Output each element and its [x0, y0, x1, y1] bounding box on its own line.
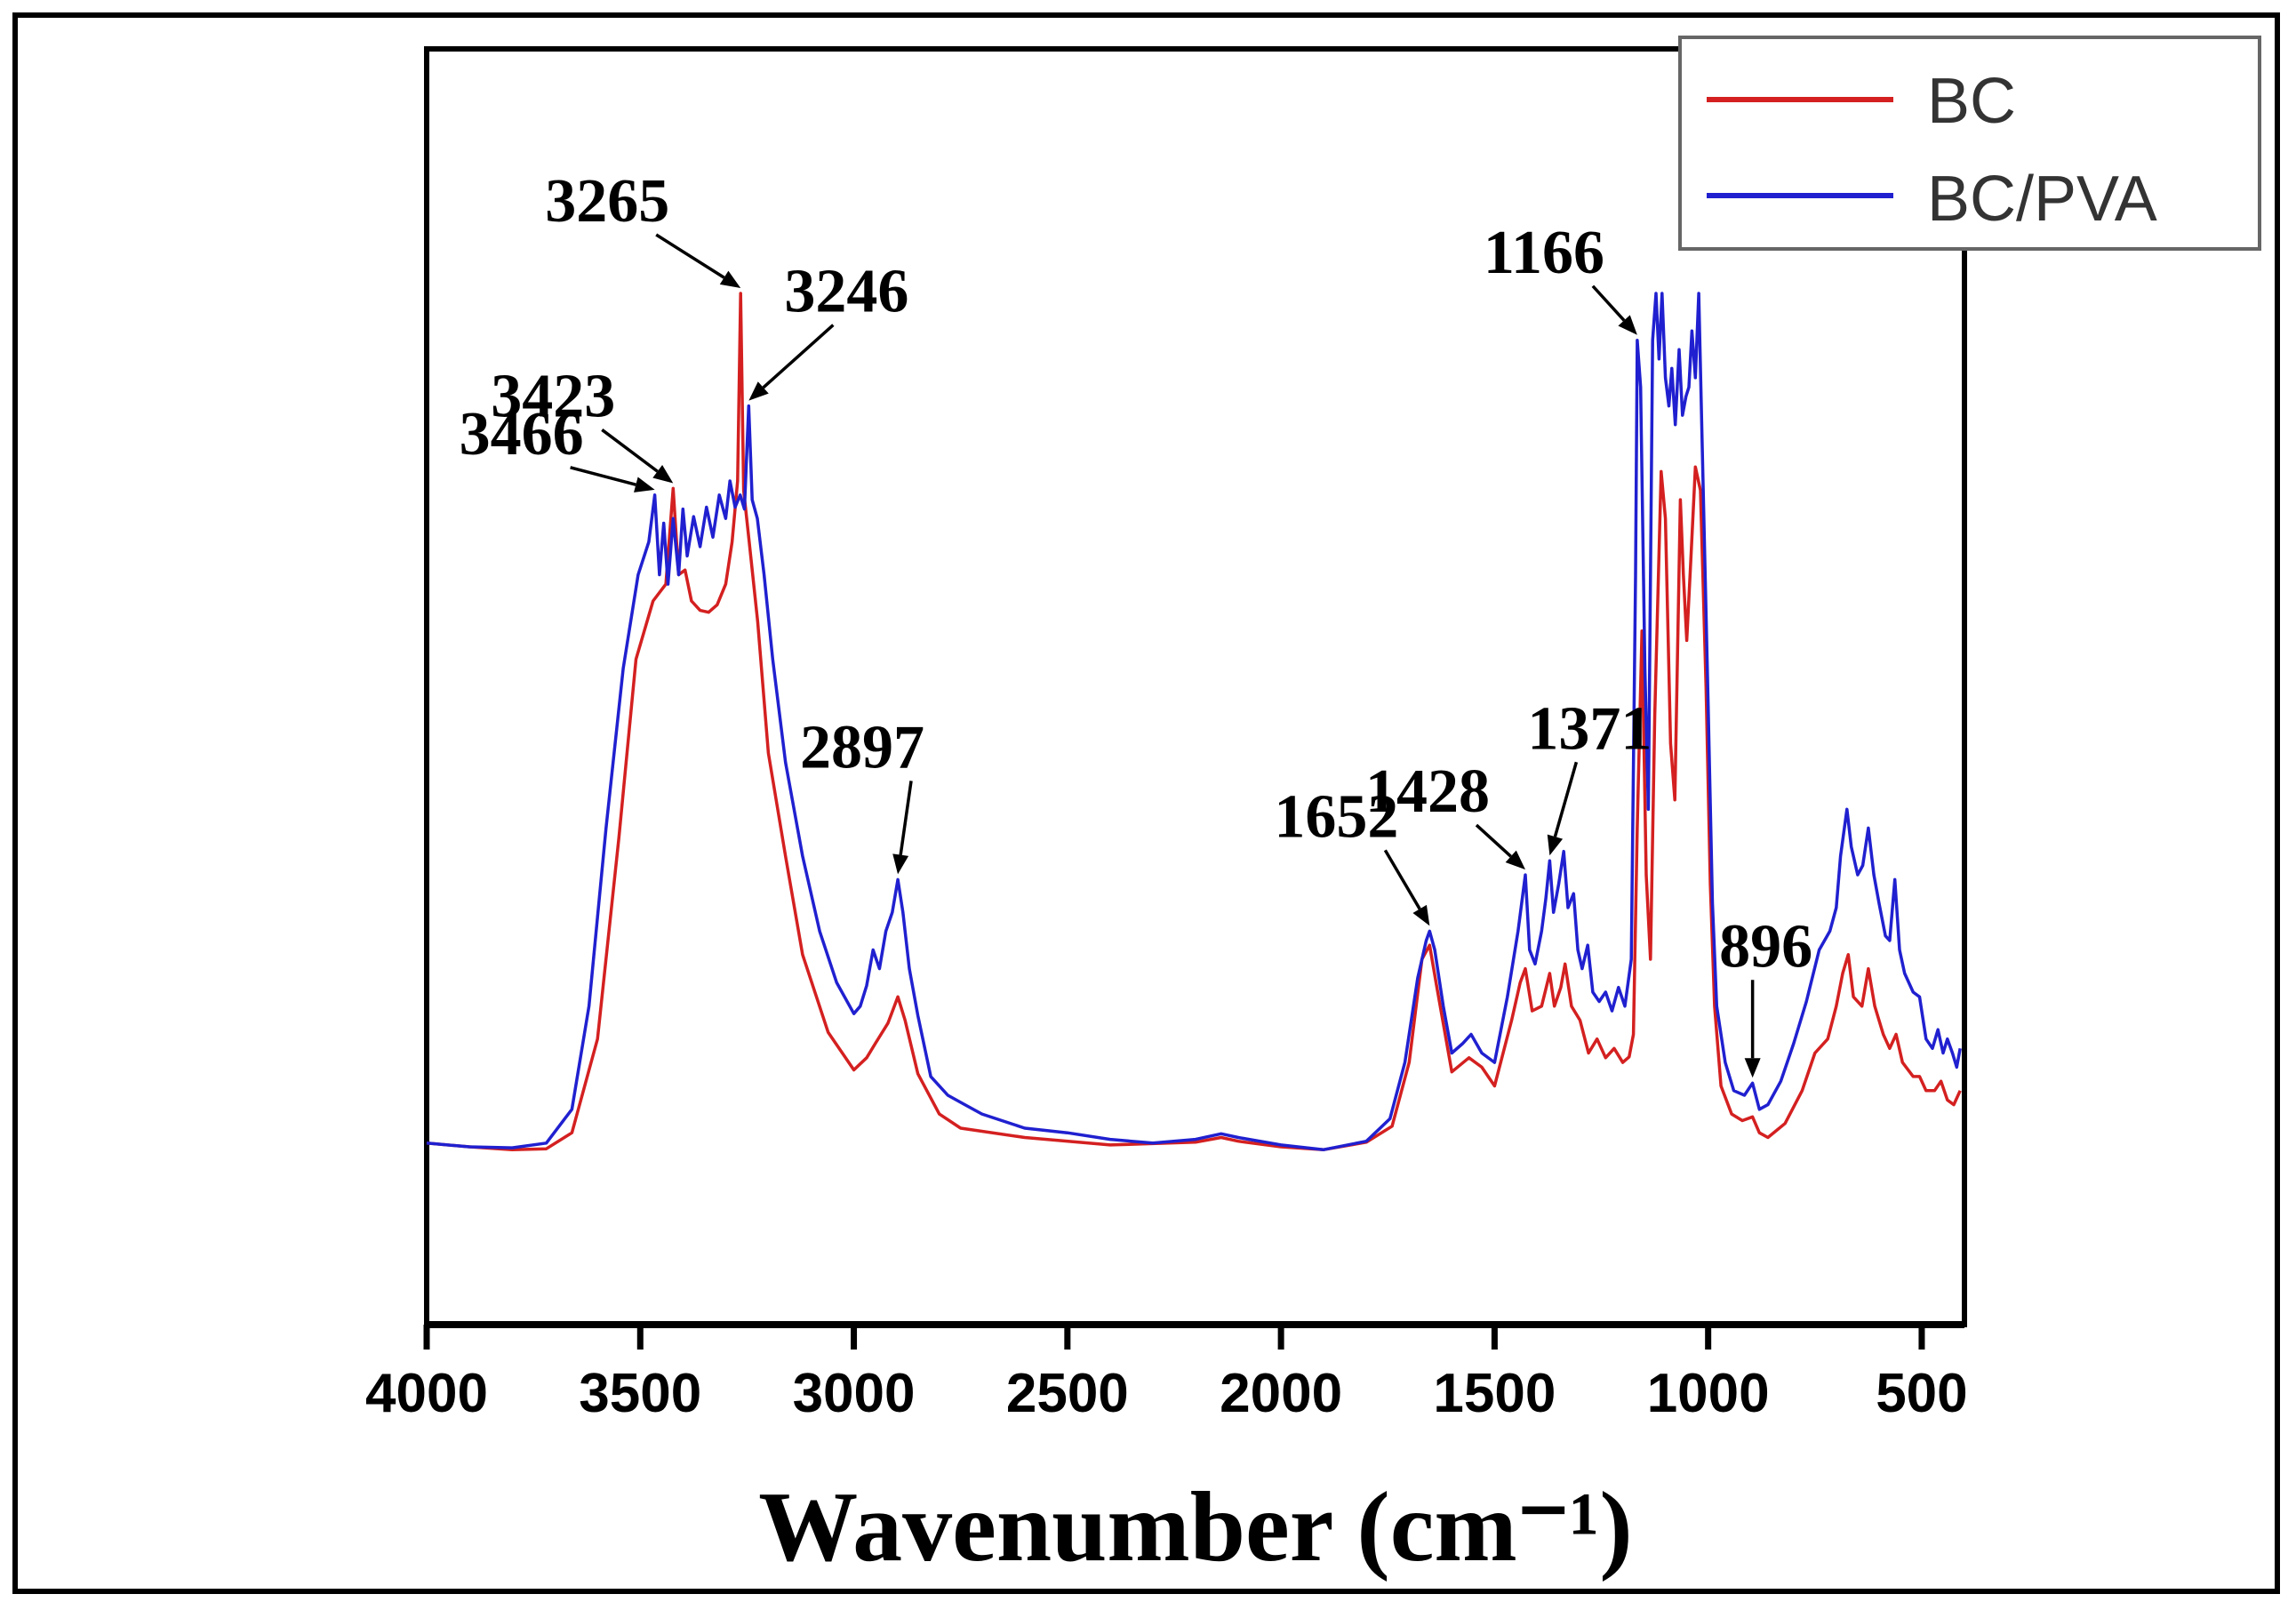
peak-label-3265: 3265 — [545, 167, 669, 236]
peak-label-3423: 3423 — [491, 362, 615, 430]
annotation-arrowhead — [652, 465, 674, 484]
x-tick-label: 2000 — [1220, 1363, 1342, 1424]
x-tick-label: 1000 — [1647, 1363, 1770, 1424]
annotation-arrowhead — [719, 270, 741, 288]
annotation-arrowhead — [892, 853, 909, 875]
annotation-arrowhead — [1505, 850, 1525, 870]
x-axis-title: Wavenumber (cm⁻¹) — [758, 1472, 1632, 1582]
series-layer — [426, 292, 1962, 1151]
x-tick-label: 4000 — [365, 1363, 488, 1424]
legend-box — [1678, 36, 2261, 251]
peak-label-3466: 3466 — [460, 400, 584, 469]
annotation-arrow — [1383, 849, 1421, 910]
annotation-arrowhead — [1412, 904, 1430, 926]
annotation-arrow — [1553, 761, 1579, 837]
annotation-arrow — [655, 233, 725, 279]
annotation-arrowhead — [1744, 1058, 1761, 1078]
series-line-bc — [426, 292, 1962, 1151]
annotation-arrow — [1591, 284, 1626, 322]
x-tick-label: 500 — [1876, 1363, 1967, 1424]
peak-label-1371: 1371 — [1527, 694, 1652, 763]
annotation-arrow — [1475, 823, 1512, 858]
peak-label-1428: 1428 — [1365, 757, 1490, 826]
annotation-arrow — [899, 781, 913, 855]
legend: BC BC/PVA — [1678, 36, 2261, 251]
peak-label-1652: 1652 — [1274, 782, 1398, 851]
x-tick-label: 3500 — [579, 1363, 701, 1424]
legend-label-bc-pva: BC/PVA — [1927, 164, 2157, 235]
x-tick-label: 2500 — [1006, 1363, 1129, 1424]
annotation-arrowhead — [748, 381, 769, 401]
annotation-arrow — [601, 429, 659, 473]
x-axis-ticks: 4000 3500 3000 2500 2000 1500 1000 500 — [365, 1325, 1968, 1424]
peak-label-3246: 3246 — [784, 258, 908, 326]
annotation-arrowhead — [634, 477, 655, 493]
annotation-arrowhead — [1618, 315, 1637, 335]
x-tick-label: 3000 — [793, 1363, 916, 1424]
annotation-arrowhead — [1547, 834, 1564, 856]
annotation-arrow — [762, 324, 835, 389]
peak-label-1166: 1166 — [1484, 219, 1604, 287]
series-line-bc-pva — [426, 292, 1962, 1151]
peak-label-2897: 2897 — [800, 713, 924, 781]
annotation-arrow — [570, 466, 636, 486]
legend-label-bc: BC — [1927, 66, 2016, 137]
x-tick-label: 1500 — [1433, 1363, 1556, 1424]
peak-label-896: 896 — [1719, 912, 1812, 981]
